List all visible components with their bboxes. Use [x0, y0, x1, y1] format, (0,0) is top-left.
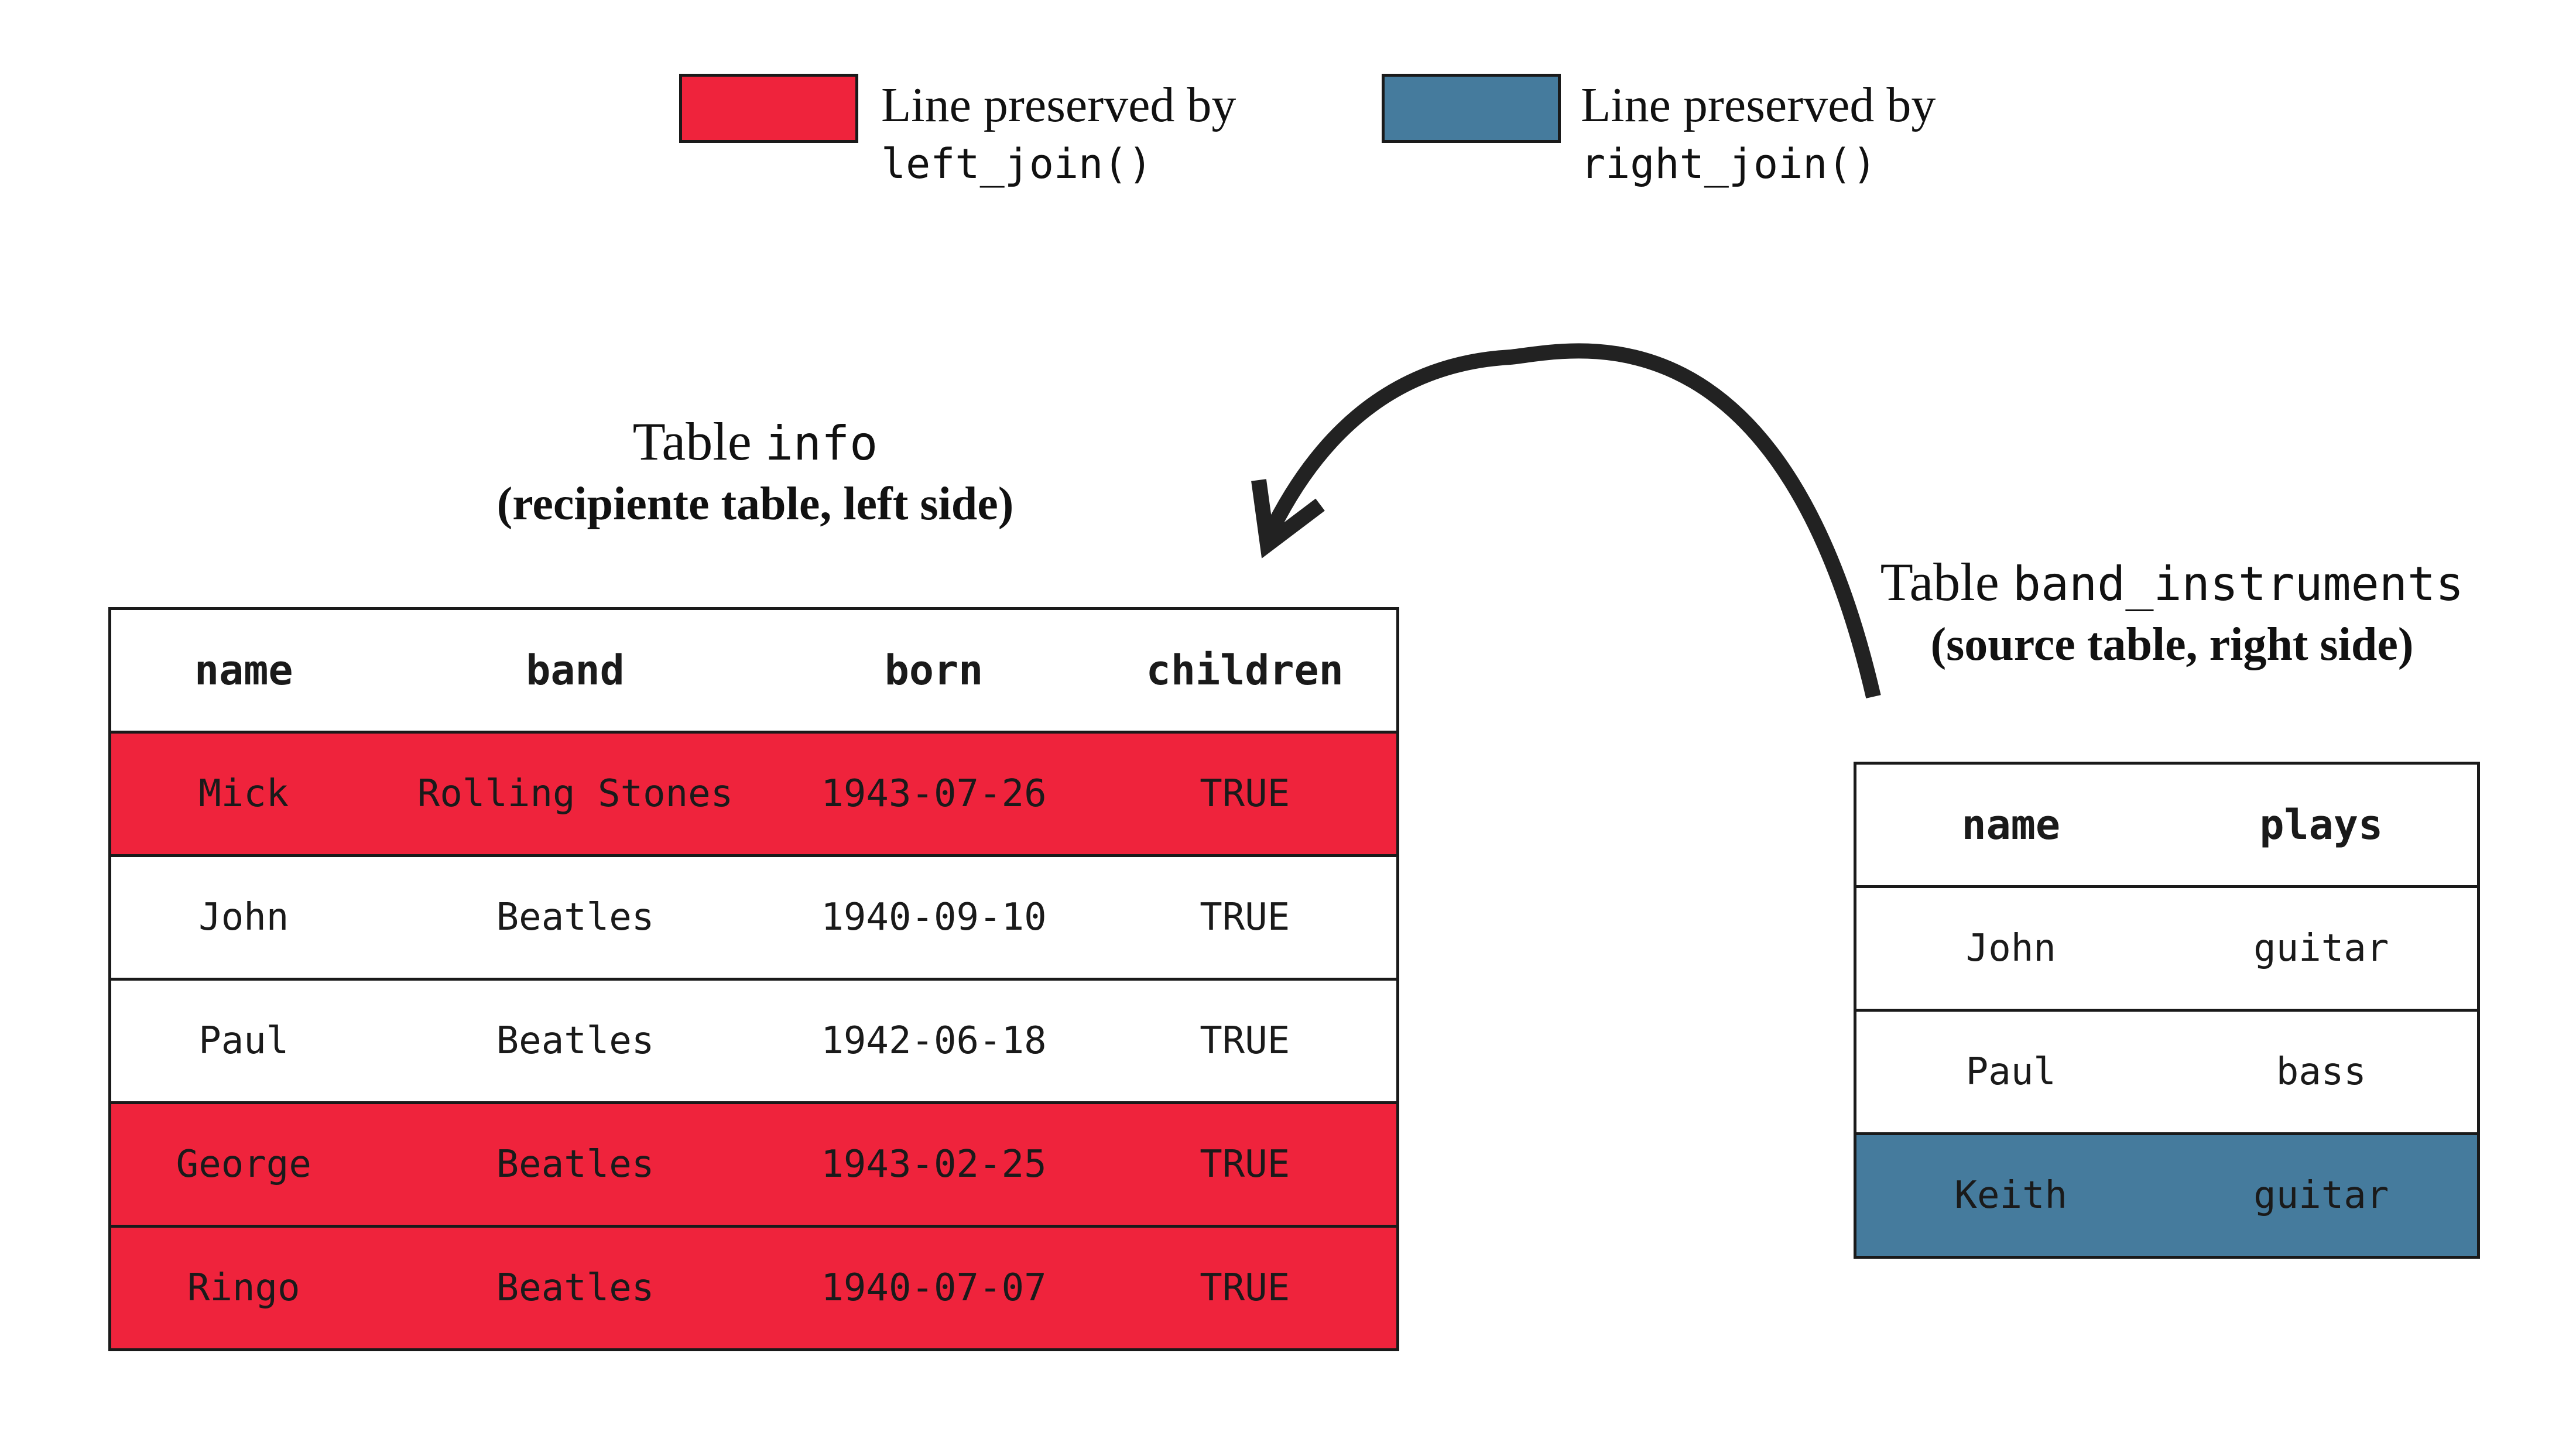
- table-cell: Keith: [1954, 1174, 2068, 1217]
- table-cell: Paul: [1965, 1050, 2056, 1094]
- right-table-header-row: name plays: [1855, 763, 2479, 887]
- table-cell: TRUE: [1200, 1019, 1290, 1063]
- table-cell: Rolling Stones: [417, 772, 734, 816]
- right-table: name plays John guitar Paul bass Keith g…: [1854, 762, 2480, 1259]
- right-table-title: Table band_instruments (source table, ri…: [1850, 550, 2494, 673]
- table-row: Keith guitar: [1855, 1133, 2479, 1258]
- table-cell: Beatles: [496, 1143, 655, 1186]
- table-row: Mick Rolling Stones 1943-07-26 TRUE: [109, 732, 1398, 856]
- legend-label-left-code: left_join(): [881, 140, 1153, 188]
- table-cell: Paul: [198, 1019, 289, 1063]
- table-row: Paul bass: [1855, 1010, 2479, 1134]
- table-cell: John: [1965, 927, 2056, 970]
- table-cell: Beatles: [496, 1019, 655, 1063]
- left-table-title: Table info (recipiente table, left side): [398, 410, 1112, 533]
- left-table-header-cell: name: [194, 646, 293, 694]
- right-table-subtitle: (source table, right side): [1930, 619, 2414, 670]
- legend-label-right-code: right_join(): [1581, 140, 1877, 188]
- left-table-title-line: Table info: [398, 410, 1112, 475]
- table-cell: bass: [2276, 1050, 2366, 1094]
- legend-swatch-left: [679, 74, 858, 143]
- table-cell: TRUE: [1200, 1266, 1290, 1310]
- table-cell: TRUE: [1200, 1143, 1290, 1186]
- left-table-subtitle: (recipiente table, left side): [496, 478, 1014, 530]
- table-cell: 1943-07-26: [821, 772, 1047, 816]
- legend-swatch-right: [1382, 74, 1561, 143]
- table-cell: Ringo: [187, 1266, 300, 1310]
- table-cell: Mick: [198, 772, 289, 816]
- table-cell: Beatles: [496, 1266, 655, 1310]
- table-row: John guitar: [1855, 886, 2479, 1010]
- left-table-header-cell: band: [526, 646, 625, 694]
- table-cell: George: [176, 1143, 311, 1186]
- table-row: John Beatles 1940-09-10 TRUE: [109, 855, 1398, 979]
- left-table: name band born children Mick Rolling Sto…: [108, 607, 1399, 1351]
- table-row: Ringo Beatles 1940-07-07 TRUE: [109, 1226, 1398, 1350]
- right-table-header-cell: name: [1961, 801, 2061, 849]
- left-table-header-cell: born: [884, 646, 984, 694]
- table-row: George Beatles 1943-02-25 TRUE: [109, 1102, 1398, 1227]
- right-table-title-line: Table band_instruments: [1850, 550, 2494, 616]
- table-cell: guitar: [2253, 927, 2389, 970]
- legend-label-left: Line preserved by left_join(): [881, 76, 1236, 193]
- left-table-title-prefix: Table: [632, 412, 752, 471]
- right-table-header-cell: plays: [2259, 801, 2383, 849]
- table-cell: 1942-06-18: [821, 1019, 1047, 1063]
- table-cell: John: [198, 896, 289, 939]
- arrow-head: [1251, 479, 1325, 559]
- table-cell: TRUE: [1200, 772, 1290, 816]
- table-cell: guitar: [2253, 1174, 2389, 1217]
- legend-label-left-line1: Line preserved by: [881, 78, 1236, 132]
- left-table-title-code: info: [765, 416, 878, 471]
- left-table-header-cell: children: [1146, 646, 1344, 694]
- table-cell: Beatles: [496, 896, 655, 939]
- table-row: Paul Beatles 1942-06-18 TRUE: [109, 979, 1398, 1103]
- table-cell: TRUE: [1200, 896, 1290, 939]
- table-cell: 1940-09-10: [821, 896, 1047, 939]
- left-table-header-row: name band born children: [109, 608, 1398, 732]
- legend-label-right-line1: Line preserved by: [1581, 78, 1936, 132]
- table-cell: 1940-07-07: [821, 1266, 1047, 1310]
- table-cell: 1943-02-25: [821, 1143, 1047, 1186]
- right-table-title-prefix: Table: [1880, 552, 1999, 612]
- right-table-title-code: band_instruments: [2012, 557, 2464, 611]
- legend-label-right: Line preserved by right_join(): [1581, 76, 1936, 193]
- arrow-curve: [1260, 343, 1881, 698]
